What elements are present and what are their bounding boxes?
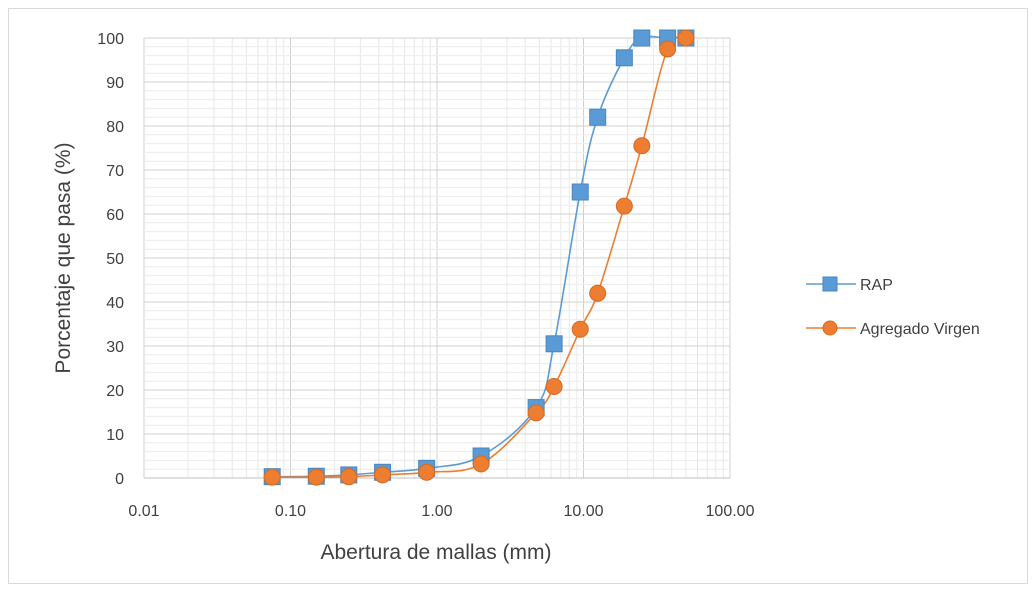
y-tick-label: 90 [106,75,124,92]
agregado-virgen-data-point [677,29,695,47]
gridlines [143,37,731,479]
agregado-virgen-data-point [340,468,358,486]
agregado-virgen-data-point [472,455,490,473]
x-tick-label: 10.00 [563,503,603,520]
rap-data-point [589,108,607,126]
legend-item-agregado-virgen: Agregado Virgen [806,320,980,338]
legend-circle-marker [822,320,838,336]
legend-item-rap: RAP [806,276,893,294]
x-tick-label: 0.10 [275,503,306,520]
agregado-virgen-data-point [571,320,589,338]
y-tick-label: 100 [97,31,124,48]
x-tick-label: 1.00 [421,503,452,520]
agregado-virgen-data-point [659,40,677,58]
x-tick-label: 100.00 [706,503,755,520]
y-tick-label: 80 [106,119,124,136]
x-axis-tick-labels: 0.01 0.10 1.00 10.00 100.00 [128,503,754,520]
series-markers [263,29,695,486]
y-axis-title: Porcentaje que pasa (%) [52,142,75,373]
y-tick-label: 0 [115,471,124,488]
agregado-virgen-data-point [633,137,651,155]
agregado-virgen-data-point [615,197,633,215]
agregado-virgen-data-point [527,404,545,422]
y-tick-label: 40 [106,295,124,312]
y-tick-label: 10 [106,427,124,444]
y-tick-label: 20 [106,383,124,400]
x-axis-title: Abertura de mallas (mm) [320,541,551,564]
rap-data-point [615,49,633,67]
legend-label: RAP [860,277,893,294]
x-tick-label: 0.01 [128,503,159,520]
y-tick-label: 50 [106,251,124,268]
agregado-virgen-data-point [545,377,563,395]
y-tick-label: 30 [106,339,124,356]
legend: RAP Agregado Virgen [806,276,980,338]
rap-data-point [571,183,589,201]
y-tick-label: 70 [106,163,124,180]
rap-data-point [545,335,563,353]
agregado-virgen-data-point [374,466,392,484]
y-axis-tick-labels: 0 10 20 30 40 50 60 70 80 90 100 [97,31,124,488]
agregado-virgen-data-point [418,463,436,481]
rap-data-point [633,29,651,47]
agregado-virgen-data-point [307,468,325,486]
agregado-virgen-data-point [263,468,281,486]
agregado-virgen-data-point [589,284,607,302]
chart-area [8,8,1028,584]
legend-label: Agregado Virgen [860,321,980,338]
legend-square-marker [822,276,838,292]
y-tick-label: 60 [106,207,124,224]
